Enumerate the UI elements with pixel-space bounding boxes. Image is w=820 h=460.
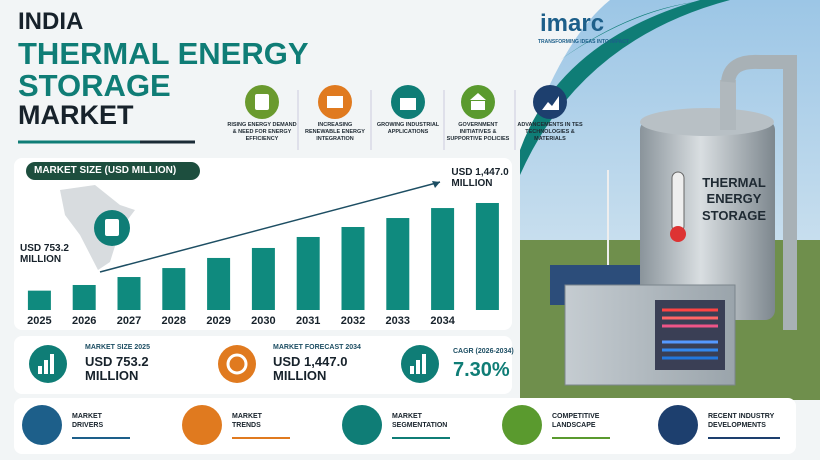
- title-line: MARKET: [18, 100, 134, 130]
- bar: [341, 226, 365, 310]
- bar: [117, 277, 141, 310]
- x-tick-label: 2034: [430, 315, 455, 327]
- stat-value: USD 753.2 MILLION: [85, 354, 149, 384]
- bar: [386, 218, 410, 310]
- x-tick-label: 2032: [341, 315, 365, 327]
- driver-label: INCREASING RENEWABLE ENERGY INTEGRATION: [305, 122, 365, 143]
- nav-item[interactable]: MARKET SEGMENTATION: [392, 413, 448, 430]
- bar: [27, 290, 51, 310]
- bar: [431, 208, 455, 310]
- bar: [296, 236, 320, 310]
- x-tick-label: 2025: [27, 315, 51, 327]
- x-tick-label: 2029: [206, 315, 230, 327]
- bar: [251, 247, 275, 310]
- nav-item[interactable]: MARKET TRENDS: [232, 413, 262, 430]
- nav-item[interactable]: COMPETITIVE LANDSCAPE: [552, 413, 600, 430]
- driver-label: ADVANCEMENTS IN TES TECHNOLOGIES & MATER…: [517, 122, 583, 143]
- bar: [207, 257, 231, 310]
- bar: [162, 268, 186, 310]
- value-label: USD 753.2 MILLION: [20, 242, 69, 266]
- logo: imarc: [540, 10, 605, 37]
- title-line: STORAGE: [18, 68, 171, 103]
- title-line: INDIA: [18, 8, 84, 35]
- image-text: THERMAL ENERGY STORAGE: [701, 175, 767, 223]
- nav-item[interactable]: RECENT INDUSTRY DEVELOPMENTS: [708, 413, 775, 430]
- x-tick-label: 2026: [72, 315, 96, 327]
- stat-value: USD 1,447.0 MILLION: [273, 354, 348, 384]
- x-tick-label: 2028: [162, 315, 186, 327]
- x-tick-label: 2030: [251, 315, 275, 327]
- stat-value: 7.30%: [453, 359, 510, 381]
- logo-tagline: TRANSFORMING IDEAS INTO IMPACT: [538, 39, 629, 45]
- title-line: THERMAL ENERGY: [18, 36, 309, 71]
- chart-title: MARKET SIZE (USD MILLION): [34, 165, 177, 176]
- nav-item[interactable]: MARKET DRIVERS: [72, 413, 104, 430]
- stat-label: MARKET FORECAST 2034: [273, 344, 361, 351]
- value-label: USD 1,447.0 MILLION: [451, 166, 509, 190]
- x-tick-label: 2031: [296, 315, 320, 327]
- bar: [72, 284, 96, 310]
- driver-label: GOVERNMENT INITIATIVES & SUPPORTIVE POLI…: [446, 122, 510, 143]
- driver-label: RISING ENERGY DEMAND & NEED FOR ENERGY E…: [227, 122, 297, 143]
- stat-label: MARKET SIZE 2025: [85, 344, 150, 351]
- x-tick-label: 2033: [386, 315, 410, 327]
- bar: [475, 202, 499, 310]
- x-tick-label: 2027: [117, 315, 141, 327]
- driver-label: GROWING INDUSTRIAL APPLICATIONS: [376, 122, 440, 136]
- stat-label: CAGR (2026-2034): [453, 348, 514, 355]
- bar-chart: 2025 2026 2027 2028 2029 2030 2031 2032 2033 2034: [27, 181, 499, 327]
